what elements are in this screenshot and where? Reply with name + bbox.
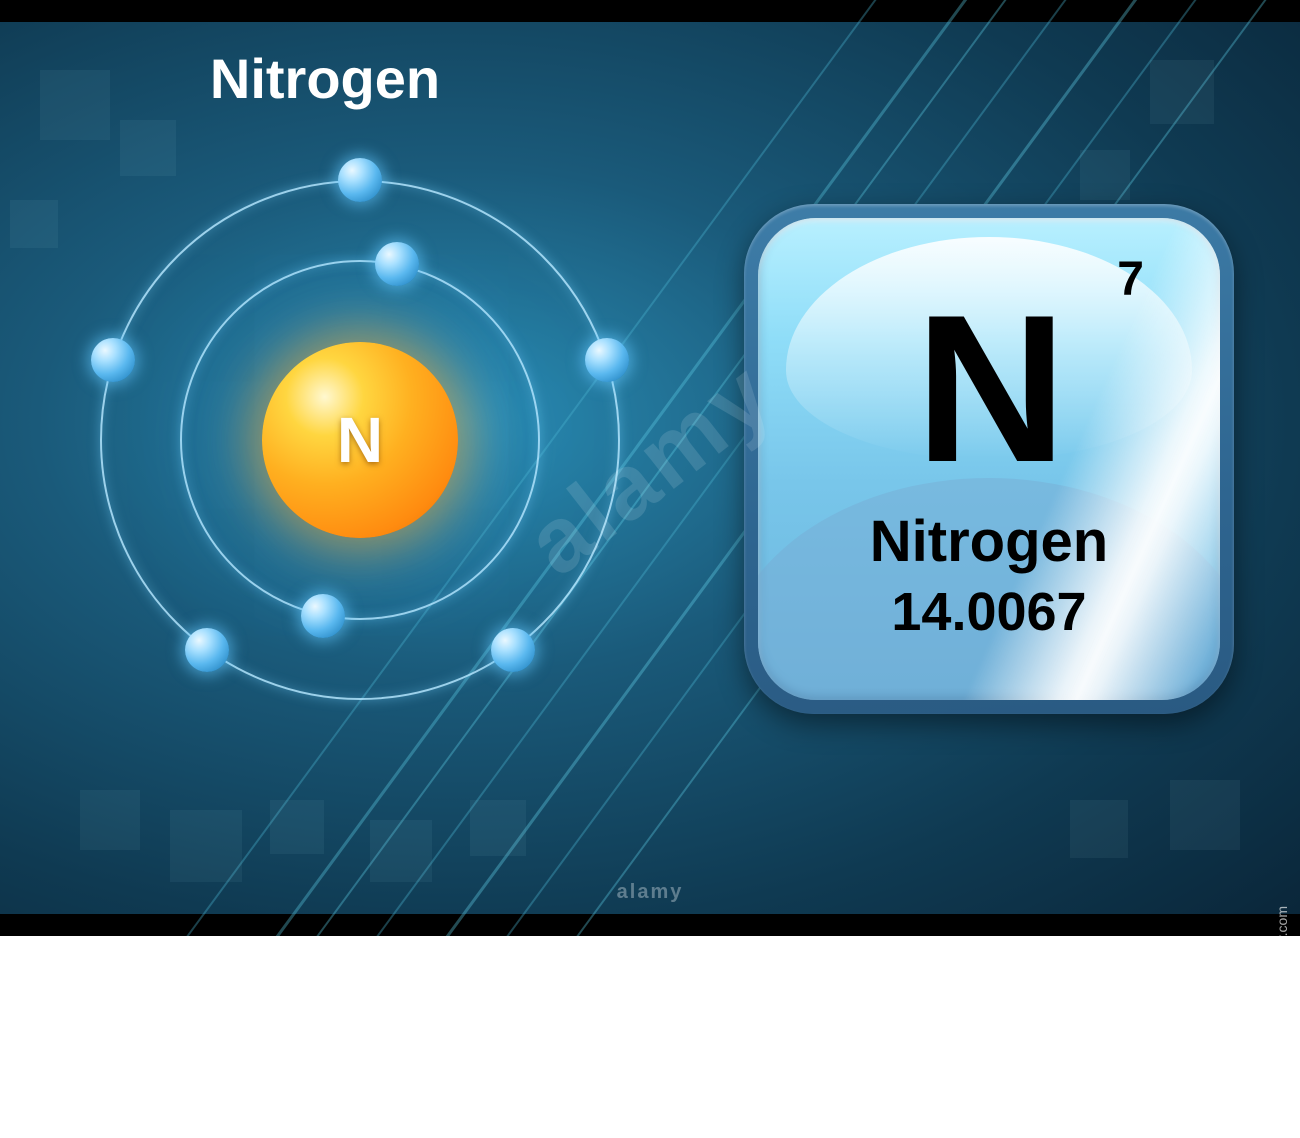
element-name: Nitrogen xyxy=(870,508,1108,575)
electron xyxy=(185,628,229,672)
letterbox-top xyxy=(0,0,1300,22)
letterbox-bottom xyxy=(0,914,1300,936)
element-symbol: N xyxy=(915,284,1063,494)
nucleus-label: N xyxy=(337,403,383,477)
infographic-canvas: Nitrogen N 7 N Nitrogen 14.0067 alamy al… xyxy=(0,0,1300,936)
electron xyxy=(338,158,382,202)
image-id-label: Image ID: 2GTHX9P www.alamy.com xyxy=(1274,906,1290,1138)
watermark-bottom: alamy xyxy=(617,881,684,904)
atomic-number: 7 xyxy=(1117,252,1144,307)
periodic-tile: 7 N Nitrogen 14.0067 xyxy=(744,204,1234,714)
electron xyxy=(91,338,135,382)
electron xyxy=(301,594,345,638)
periodic-tile-inner: 7 N Nitrogen 14.0067 xyxy=(758,218,1220,700)
atomic-mass: 14.0067 xyxy=(891,581,1086,643)
electron xyxy=(585,338,629,382)
nucleus: N xyxy=(262,342,458,538)
bohr-atom-diagram: N xyxy=(80,160,640,720)
electron xyxy=(491,628,535,672)
element-title: Nitrogen xyxy=(0,46,650,111)
